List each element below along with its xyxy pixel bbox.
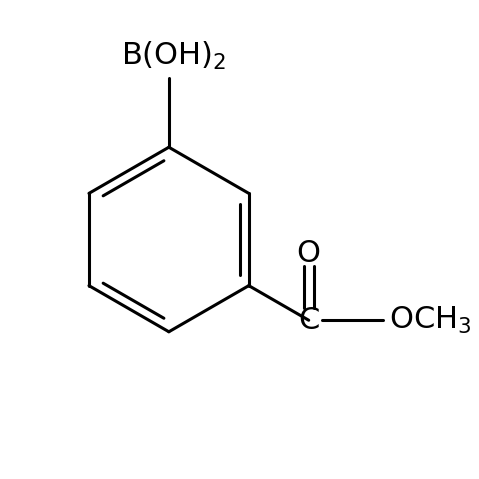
Text: C: C xyxy=(298,306,319,335)
Text: O: O xyxy=(297,240,321,268)
Text: B(OH)$_{\mathregular{2}}$: B(OH)$_{\mathregular{2}}$ xyxy=(121,39,226,71)
Text: OCH$_{\mathregular{3}}$: OCH$_{\mathregular{3}}$ xyxy=(389,305,471,336)
